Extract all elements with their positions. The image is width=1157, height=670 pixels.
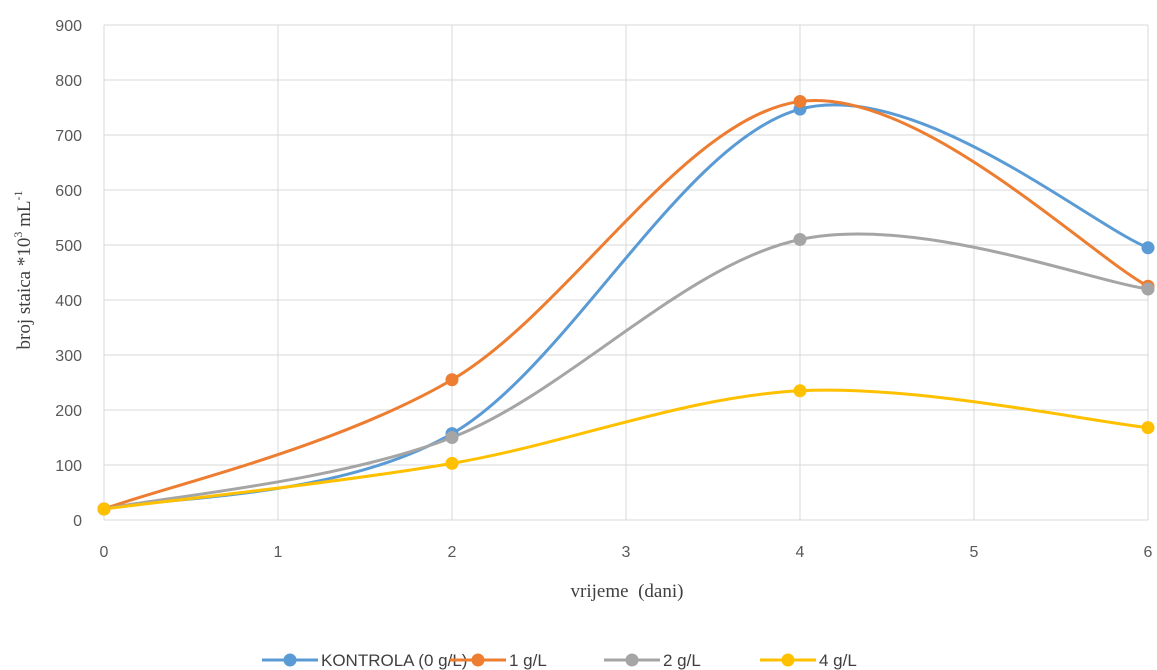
x-axis-title: vrijeme (dani) [571,581,684,602]
legend-marker-2 [625,653,639,667]
x-tick-labels: 0 1 2 3 4 5 6 [100,544,1153,561]
legend: KONTROLA (0 g/L) 1 g/L 2 g/L 4 g/L [262,651,857,670]
x-tick-label: 3 [622,544,631,561]
x-tick-label: 2 [448,544,457,561]
data-point-3 [1141,421,1155,435]
y-tick-labels: 0 100 200 300 400 500 600 700 800 900 [55,18,82,530]
series-points [97,94,1155,516]
legend-label-2: 2 g/L [663,651,701,670]
y-tick-label: 500 [55,238,82,255]
data-point-2 [793,233,807,246]
data-point-3 [445,456,459,470]
x-tick-label: 6 [1144,544,1153,561]
x-tick-label: 0 [100,544,109,561]
y-tick-label: 900 [55,18,82,35]
y-axis-title-exp1: 3 [11,232,25,238]
data-point-1 [445,373,459,387]
x-tick-label: 4 [796,544,805,561]
series-line-3 [102,388,1150,511]
y-tick-label: 0 [73,513,82,530]
legend-label-1: 1 g/L [509,651,547,670]
y-axis-title-main: broj staica *10 [14,238,35,350]
grid [103,24,1149,521]
data-point-1 [793,94,807,108]
legend-label-0: KONTROLA (0 g/L) [321,651,467,670]
x-tick-label: 5 [970,544,979,561]
data-point-0 [1141,241,1155,255]
legend-marker-1 [471,653,485,667]
y-axis-title-unit: mL [14,201,35,232]
y-tick-label: 800 [55,73,82,90]
y-tick-label: 700 [55,128,82,145]
series-line-2 [102,232,1150,511]
x-tick-label: 1 [274,544,283,561]
y-axis-title-exp2: -1 [11,191,25,201]
data-point-2 [445,431,459,444]
legend-marker-0 [283,653,297,667]
y-tick-label: 600 [55,183,82,200]
series-line-1 [102,98,1150,511]
y-tick-label: 400 [55,293,82,310]
series-lines [102,98,1150,511]
y-axis-title: broj staica *103 mL-1 [11,191,35,350]
y-tick-label: 200 [55,403,82,420]
y-tick-label: 100 [55,458,82,475]
data-point-3 [97,502,111,516]
y-tick-label: 300 [55,348,82,365]
data-point-3 [793,384,807,398]
data-point-2 [1141,282,1155,296]
legend-label-3: 4 g/L [819,651,857,670]
legend-marker-3 [781,653,795,667]
